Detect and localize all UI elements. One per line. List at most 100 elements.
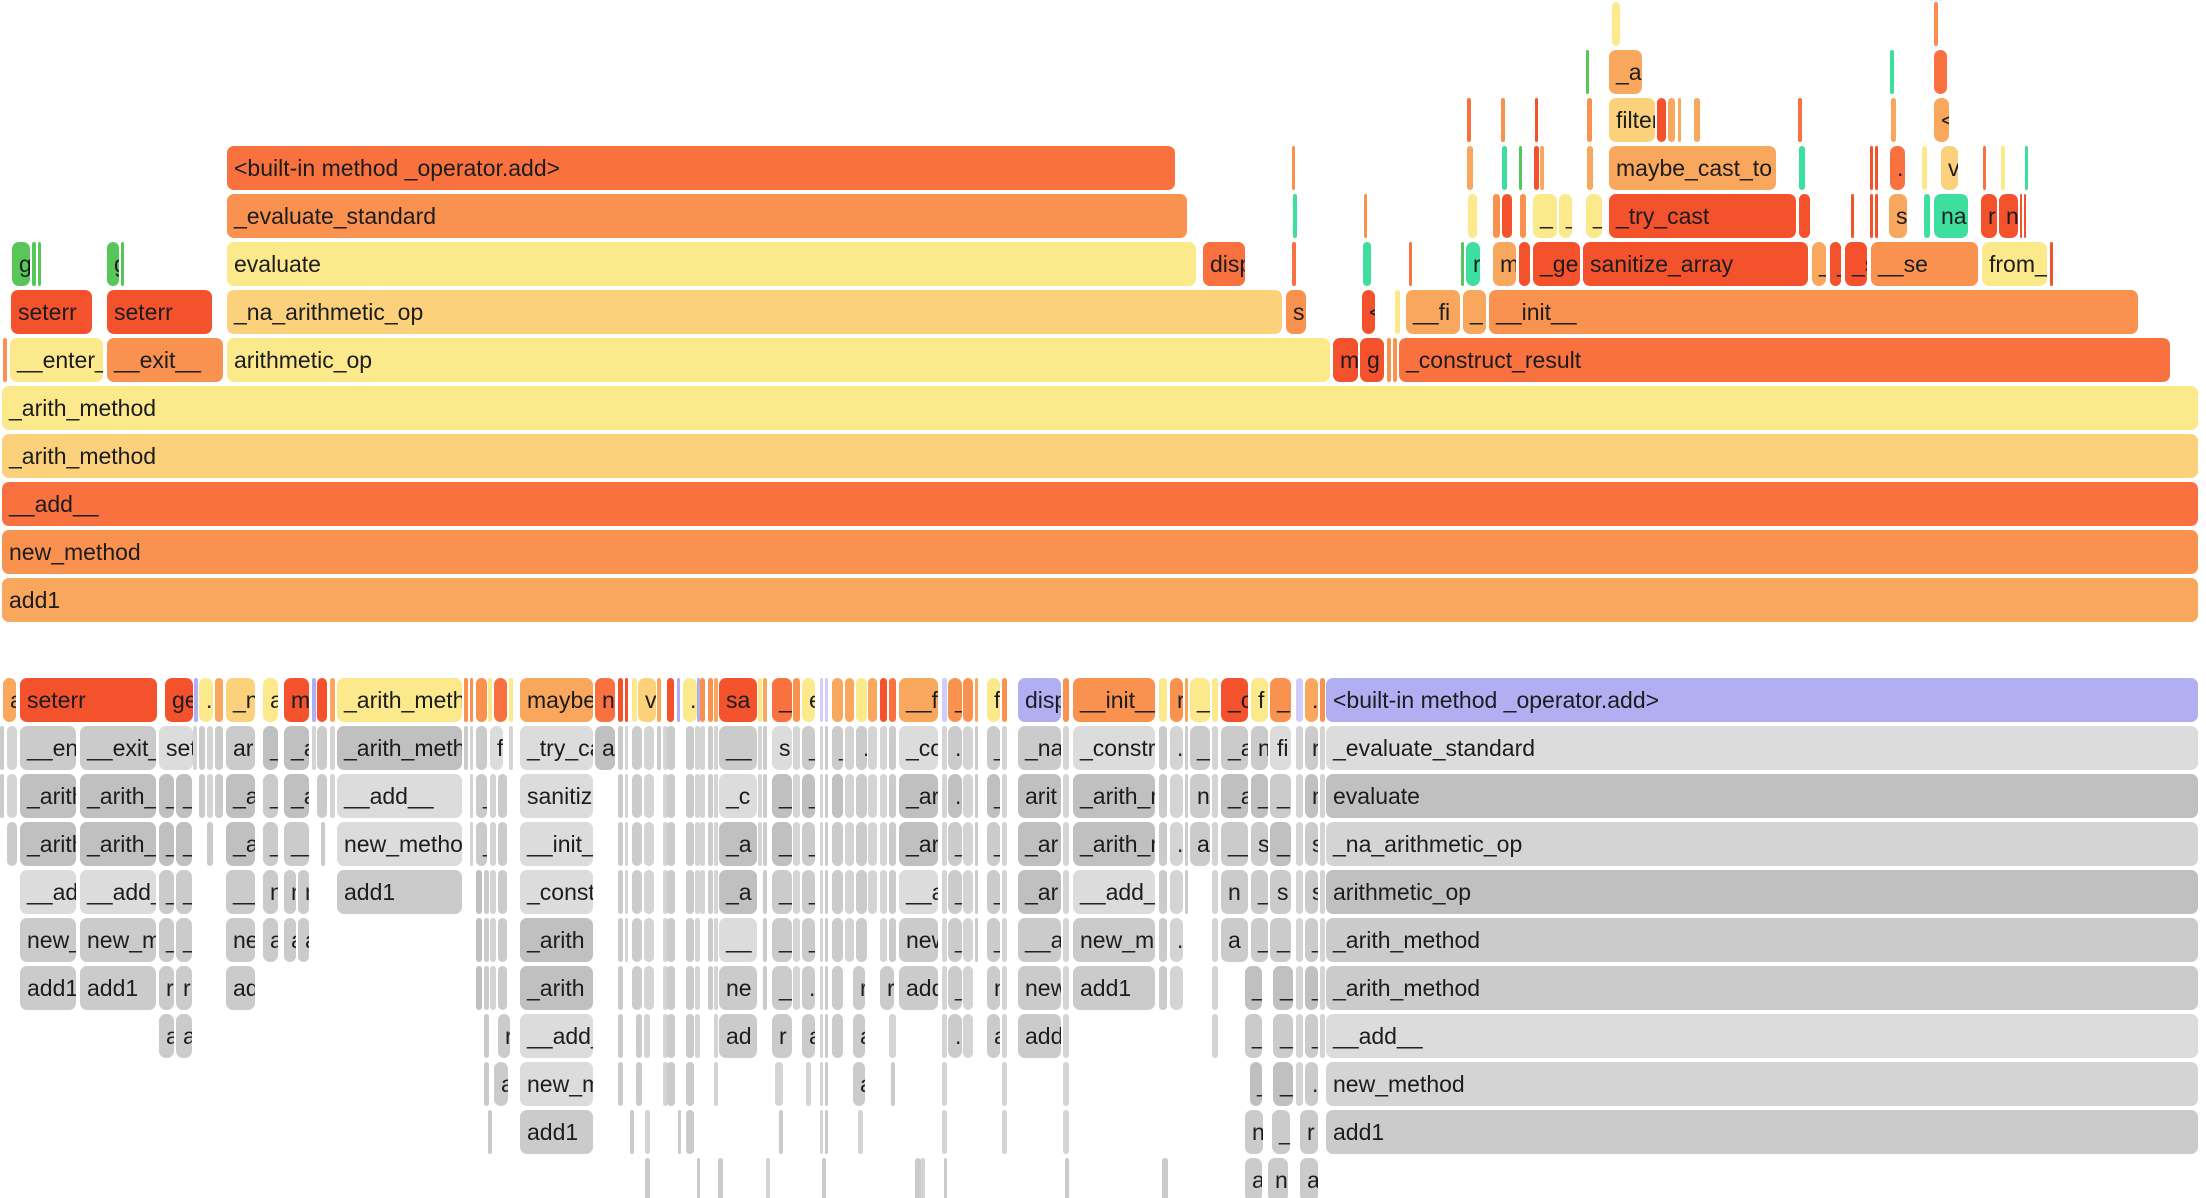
frame-sliver[interactable] [312, 726, 316, 770]
frame-[interactable]: _ [176, 774, 192, 818]
frame-sliver[interactable] [630, 1110, 634, 1154]
frame-[interactable]: _ [1270, 918, 1291, 962]
frame-m[interactable]: m [284, 678, 309, 722]
frame-sliver[interactable] [618, 1062, 623, 1106]
frame-sliver[interactable] [1296, 1062, 1303, 1106]
frame-new-method[interactable]: new_method [20, 918, 76, 962]
frame-sliver[interactable] [194, 678, 198, 722]
frame-sliver[interactable] [663, 774, 668, 818]
frame-sliver[interactable] [942, 1014, 947, 1058]
frame-sliver[interactable] [490, 966, 496, 1010]
frame-sliver[interactable] [1296, 726, 1303, 770]
frame-sliver[interactable] [963, 870, 973, 914]
frame-ar[interactable]: _ar [1018, 822, 1061, 866]
frame-sliver[interactable] [215, 774, 223, 818]
frame-sliver[interactable] [644, 822, 654, 866]
frame-sliver[interactable] [618, 1014, 623, 1058]
frame-sliver[interactable] [1891, 98, 1896, 142]
frame-add1[interactable]: add1 [337, 870, 462, 914]
frame-sliver[interactable] [825, 918, 828, 962]
frame-arit[interactable]: arit [1018, 774, 1061, 818]
frame-na[interactable]: _na_ [1018, 726, 1061, 770]
frame-sliver[interactable] [667, 774, 675, 818]
frame-sliver[interactable] [714, 678, 718, 722]
frame-arith[interactable]: _arith [226, 822, 255, 866]
frame-sliver[interactable] [1502, 194, 1512, 238]
frame-[interactable]: _ [159, 918, 174, 962]
frame-sliver[interactable] [1296, 678, 1303, 722]
frame-sliver[interactable] [845, 918, 854, 962]
frame-sliver[interactable] [714, 918, 718, 962]
frame-r[interactable]: r [1305, 726, 1318, 770]
frame-[interactable]: . [948, 774, 962, 818]
frame-sliver[interactable] [509, 678, 513, 722]
frame-sliver[interactable] [618, 726, 623, 770]
frame-sliver[interactable] [793, 774, 800, 818]
frame-sliver[interactable] [1002, 822, 1007, 866]
frame-sliver[interactable] [695, 918, 700, 962]
frame-add1[interactable]: add1 [1326, 1110, 2198, 1154]
frame-[interactable]: _ [1190, 678, 1210, 722]
frame-na-arithmetic-op[interactable]: _na_arithmetic_op [1326, 822, 2198, 866]
frame-sliver[interactable] [889, 726, 896, 770]
frame-[interactable]: _ [1305, 1014, 1318, 1058]
frame-a[interactable]: _a [284, 726, 309, 770]
frame-sliver[interactable] [667, 678, 674, 722]
frame-n[interactable]: n [284, 870, 296, 914]
frame-sliver[interactable] [644, 918, 654, 962]
frame-sliver[interactable] [476, 918, 482, 962]
frame-sliver[interactable] [714, 774, 718, 818]
frame-sliver[interactable] [1320, 966, 1325, 1010]
frame-a[interactable]: a [263, 918, 278, 962]
frame-sliver[interactable] [975, 870, 978, 914]
frame-sliver[interactable] [1934, 2, 1938, 46]
frame-sliver[interactable] [1851, 194, 1854, 238]
frame-a[interactable]: a [3, 678, 16, 722]
frame-sliver[interactable] [1461, 242, 1464, 286]
frame-n[interactable]: n [263, 870, 278, 914]
frame-[interactable]: _ [159, 774, 174, 818]
frame-[interactable] [498, 918, 507, 962]
frame-sliver[interactable] [758, 774, 762, 818]
frame-sliver[interactable] [1212, 918, 1218, 962]
frame-sliver[interactable] [1694, 98, 1700, 142]
frame-sliver[interactable] [1799, 146, 1805, 190]
frame-sliver[interactable] [1296, 870, 1303, 914]
frame-sliver[interactable] [820, 1110, 823, 1154]
frame-[interactable]: _ [948, 678, 962, 722]
frame-sliver[interactable] [1934, 50, 1947, 94]
frame-sliver[interactable] [820, 726, 823, 770]
frame-[interactable] [498, 774, 507, 818]
frame-sliver[interactable] [663, 1062, 668, 1106]
frame-sliver[interactable] [663, 726, 668, 770]
frame-[interactable]: _ [948, 918, 962, 962]
frame-c[interactable]: _c [1221, 678, 1248, 722]
frame-ne[interactable]: ne [719, 966, 757, 1010]
frame-sliver[interactable] [625, 822, 628, 866]
frame-arith[interactable]: _arith [520, 918, 593, 962]
frame-i[interactable] [963, 678, 973, 722]
frame-a[interactable]: _a [719, 870, 757, 914]
frame-sliver[interactable] [3, 338, 7, 382]
frame-[interactable]: . [1170, 918, 1183, 962]
frame-sliver[interactable] [199, 774, 205, 818]
frame-sliver[interactable] [880, 918, 887, 962]
frame-sliver[interactable] [845, 870, 854, 914]
frame-sliver[interactable] [1002, 726, 1007, 770]
frame-sliver[interactable] [1170, 774, 1183, 818]
frame-sliver[interactable] [700, 678, 705, 722]
frame-sliver[interactable] [625, 918, 628, 962]
frame-sliver[interactable] [1502, 146, 1507, 190]
frame-add[interactable]: __add__ [2, 482, 2198, 526]
frame-[interactable]: _ [948, 966, 962, 1010]
frame-add1[interactable]: add1 [80, 966, 156, 1010]
frame-sliver[interactable] [1535, 98, 1538, 142]
frame-sliver[interactable] [1002, 918, 1007, 962]
frame-sliver[interactable] [714, 1014, 718, 1058]
frame-sliver[interactable] [317, 726, 327, 770]
frame-sliver[interactable] [763, 774, 767, 818]
frame-f[interactable]: f [987, 678, 1000, 722]
frame-sliver[interactable] [686, 966, 694, 1010]
frame-new-method[interactable]: new_method [337, 822, 462, 866]
frame-sliver[interactable] [657, 726, 661, 770]
